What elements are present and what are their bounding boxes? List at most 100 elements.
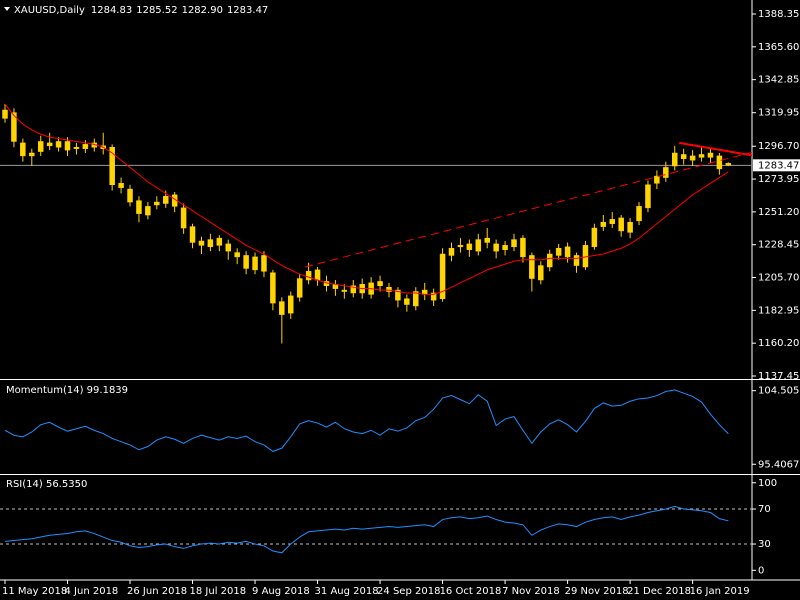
candle-body [430, 292, 437, 301]
candle-body [198, 240, 205, 246]
header-open: 1284.83 [91, 5, 132, 16]
candle-body [73, 146, 80, 149]
header-close: 1283.47 [227, 5, 268, 16]
candle-body [180, 207, 187, 229]
trendline [304, 151, 752, 268]
candle-body [261, 255, 267, 272]
y-tick-label: 70 [758, 504, 771, 515]
last-price-box [753, 159, 800, 172]
candle-body [305, 271, 312, 281]
candle-body [672, 152, 678, 167]
candle-body [252, 256, 258, 271]
candle-body [341, 289, 348, 292]
candle-body [618, 217, 624, 232]
last-price-label: 1283.47 [758, 160, 799, 171]
candle-body [395, 289, 401, 301]
y-tick-label: 1273.95 [758, 174, 799, 185]
candle-body [243, 255, 249, 269]
y-tick-label: 1365.60 [758, 42, 799, 53]
candle-body [546, 253, 553, 268]
y-tick-label: 1388.35 [758, 9, 799, 20]
x-tick-label: 31 Aug 2018 [315, 586, 379, 597]
candle-body [457, 245, 464, 248]
candle-body [64, 141, 71, 151]
candle-body [296, 278, 303, 298]
candle-body [448, 247, 455, 256]
candle-body [207, 239, 214, 248]
y-tick-label: 1319.95 [758, 108, 799, 119]
candle-body [216, 237, 223, 246]
y-tick-label: 1251.20 [758, 207, 799, 218]
header-high: 1285.52 [136, 5, 177, 16]
candle-body [386, 286, 392, 292]
candle-body [118, 183, 124, 188]
candle-body [707, 152, 714, 158]
candle-body [564, 246, 571, 258]
plot-area [0, 103, 752, 554]
candle-body [493, 243, 499, 252]
candle-body [127, 188, 133, 203]
candle-body [663, 167, 669, 178]
y-tick-label: 1205.70 [758, 273, 799, 284]
candle-body [484, 237, 490, 243]
candle-body [502, 245, 508, 250]
candle-body [288, 295, 294, 314]
indicator-line [4, 505, 729, 554]
candle-body [37, 141, 44, 152]
candle-body [439, 253, 446, 299]
candle-body [109, 146, 115, 186]
candle-body [404, 298, 410, 305]
candle-body [591, 227, 598, 248]
candle-body [162, 196, 169, 204]
x-tick-label: 16 Oct 2018 [440, 586, 502, 597]
y-tick-label: 1137.45 [758, 371, 799, 382]
candle-body [645, 184, 651, 209]
trendline [679, 141, 752, 157]
indicator-line [4, 389, 729, 452]
y-tick-label: 1228.45 [758, 240, 799, 251]
candle-body [466, 243, 473, 250]
candle-body [350, 285, 357, 294]
candle-body [716, 155, 723, 170]
y-tick-label: 95.4067 [758, 459, 799, 470]
x-tick-label: 9 Aug 2018 [252, 586, 310, 597]
candle-body [529, 255, 535, 279]
candle-body [314, 269, 321, 281]
candle-body [413, 291, 419, 307]
y-tick-label: 1342.85 [758, 75, 799, 86]
x-tick-label: 16 Jan 2019 [690, 586, 750, 597]
candle-body [636, 206, 642, 222]
y-tick-label: 1160.20 [758, 338, 799, 349]
y-tick-label: 0 [758, 565, 764, 576]
y-tick-label: 100 [758, 478, 777, 489]
candle-body [82, 144, 89, 149]
candle-body [145, 206, 151, 216]
x-tick-label: 7 Nov 2018 [502, 586, 560, 597]
candle-body [538, 265, 544, 281]
candle-body [279, 301, 285, 315]
candle-body [189, 226, 196, 243]
x-tick-label: 24 Sep 2018 [377, 586, 440, 597]
x-tick-label: 18 Jul 2018 [190, 586, 247, 597]
x-tick-label: 21 Dec 2018 [627, 586, 691, 597]
candle-body [270, 272, 276, 304]
candle-body [627, 222, 633, 233]
candle-body [573, 255, 580, 266]
candle-body [555, 247, 562, 256]
candle-body [2, 109, 8, 119]
chart-title: XAUUSD,Daily [14, 5, 85, 16]
candle-body [698, 154, 705, 158]
candle-body [225, 243, 231, 252]
y-tick-label: 30 [758, 539, 771, 550]
momentum-title: Momentum(14) 99.1839 [6, 385, 128, 396]
x-tick-label: 29 Nov 2018 [565, 586, 629, 597]
candle-body [234, 252, 240, 258]
candle-body [600, 222, 607, 227]
candle-body [46, 142, 53, 147]
candle-body [29, 152, 35, 157]
candle-body [475, 239, 482, 252]
candle-body [520, 237, 526, 258]
y-tick-label: 104.5057 [758, 386, 800, 397]
y-tick-label: 1182.95 [758, 305, 799, 316]
